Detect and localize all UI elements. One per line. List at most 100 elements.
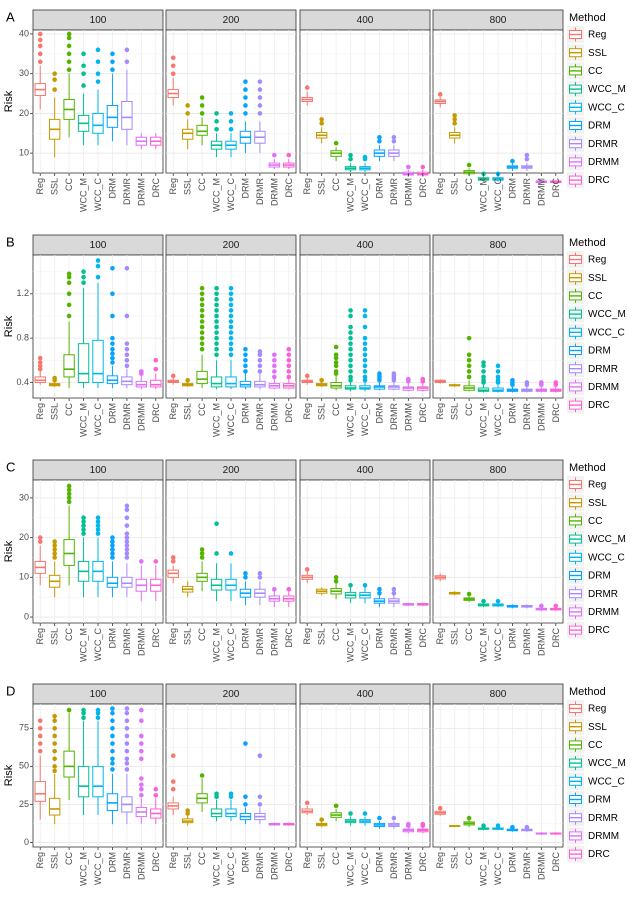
box-ssl xyxy=(448,591,461,596)
x-tick-label: DRMM xyxy=(136,403,146,431)
outlier-point xyxy=(319,117,324,122)
outlier-point xyxy=(377,815,382,821)
outlier-point xyxy=(510,824,515,830)
outlier-point xyxy=(437,805,443,811)
box-drmm xyxy=(535,603,548,612)
x-tick-label: SSL xyxy=(183,852,193,869)
legend: Method Reg SSL CC WCC_M WCC_C DRM DRMR DRMM DRC xyxy=(567,686,626,863)
outlier-point xyxy=(272,369,277,374)
outlier-point xyxy=(362,313,368,319)
box-reg xyxy=(167,373,179,385)
x-tick-label: DRMR xyxy=(122,628,132,655)
x-tick-label: SSL xyxy=(183,628,193,645)
legend-item-cc: CC xyxy=(567,287,602,305)
x-tick-label: DRMM xyxy=(136,852,146,880)
outlier-point xyxy=(81,519,86,525)
y-axis-title: Risk xyxy=(3,315,15,337)
legend-item-wcc-m: WCC_M xyxy=(567,530,626,548)
outlier-point xyxy=(139,792,144,798)
y-tick-label: 1.2 xyxy=(16,288,29,298)
outlier-point xyxy=(110,706,115,711)
outlier-point xyxy=(466,363,472,369)
outlier-point xyxy=(139,741,144,746)
x-tick-label: WCC_M xyxy=(479,852,489,886)
outlier-point xyxy=(228,308,234,313)
x-tick-label: Reg xyxy=(435,852,445,869)
legend-item-label: DRMR xyxy=(588,589,618,600)
facet-strip-label: 200 xyxy=(223,15,240,26)
outlier-point xyxy=(66,35,72,41)
outlier-point xyxy=(257,87,263,92)
outlier-point xyxy=(228,319,234,324)
box-cc xyxy=(63,707,75,800)
x-tick-label: WCC_M xyxy=(346,852,356,886)
x-tick-label: SSL xyxy=(50,403,60,420)
outlier-point xyxy=(377,586,382,592)
outlier-point xyxy=(214,119,219,124)
outlier-point xyxy=(170,753,176,759)
x-tick-label: WCC_M xyxy=(212,403,222,437)
box-body xyxy=(92,112,104,134)
outlier-point xyxy=(124,363,130,369)
box-body xyxy=(181,128,194,140)
outlier-point xyxy=(391,586,397,592)
legend-item-label: DRM xyxy=(588,346,611,357)
panel-label: D xyxy=(6,684,15,699)
x-tick-label: CC xyxy=(331,178,341,191)
x-tick-label: WCC_C xyxy=(226,628,236,661)
box-wcc-c xyxy=(225,791,237,822)
box-wcc-c xyxy=(359,154,371,173)
outlier-point xyxy=(37,733,43,739)
legend-item-drm: DRM xyxy=(567,567,611,584)
y-tick-label: 40 xyxy=(19,28,29,38)
legend-item-label: DRMM xyxy=(588,157,619,168)
box-ssl xyxy=(181,377,194,387)
box-body xyxy=(121,576,133,588)
x-tick-label: DRM xyxy=(240,628,250,649)
outlier-point xyxy=(124,507,130,513)
outlier-point xyxy=(153,366,159,372)
facet-100: 100 Reg SSL CC WCC_M WCC_C DRM DRMR DRMM DRC xyxy=(32,459,164,662)
outlier-point xyxy=(124,47,130,53)
outlier-point xyxy=(257,363,263,369)
outlier-point xyxy=(124,726,130,731)
box-drmr xyxy=(254,571,266,606)
box-drc xyxy=(150,133,162,150)
outlier-point xyxy=(66,31,72,37)
outlier-point xyxy=(110,346,115,352)
box-ssl xyxy=(448,824,461,828)
legend-title: Method xyxy=(569,462,606,474)
outlier-point xyxy=(110,67,115,73)
facet-100: 100 Reg SSL CC WCC_M WCC_C DRM DRMR DRMM DRC xyxy=(32,234,164,437)
facet-400: 400 Reg SSL CC WCC_M WCC_C DRM DRMR DRMM DRC xyxy=(299,683,431,886)
x-tick-label: WCC_C xyxy=(360,403,370,436)
outlier-point xyxy=(362,374,368,380)
outlier-point xyxy=(272,352,277,358)
x-tick-label: CC xyxy=(64,403,74,416)
facet-400: 400 Reg SSL CC WCC_M WCC_C DRM DRMR DRMM DRC xyxy=(299,459,431,662)
x-tick-label: Reg xyxy=(302,403,312,420)
outlier-point xyxy=(362,369,368,374)
outlier-point xyxy=(170,373,176,379)
x-tick-label: Reg xyxy=(35,852,45,869)
panel-a: A Risk 10 20 30 40 100 Reg SSL CC WCC_M WCC_C DRM DRM… xyxy=(3,10,626,212)
box-drm xyxy=(506,824,519,832)
x-tick-label: WCC_C xyxy=(360,628,370,661)
outlier-point xyxy=(81,523,86,528)
x-tick-label: DRMM xyxy=(269,852,279,880)
outlier-point xyxy=(495,377,501,383)
facet-strip-label: 100 xyxy=(90,465,107,476)
outlier-point xyxy=(199,551,205,556)
x-tick-label: WCC_M xyxy=(79,178,89,212)
box-drmr xyxy=(121,503,133,598)
legend-item-label: Reg xyxy=(588,255,606,266)
outlier-point xyxy=(228,330,234,335)
outlier-point xyxy=(214,551,219,556)
outlier-point xyxy=(214,127,219,132)
outlier-point xyxy=(139,748,144,754)
outlier-point xyxy=(466,162,472,168)
outlier-point xyxy=(124,313,130,319)
box-drm xyxy=(106,706,119,825)
outlier-point xyxy=(170,786,176,792)
